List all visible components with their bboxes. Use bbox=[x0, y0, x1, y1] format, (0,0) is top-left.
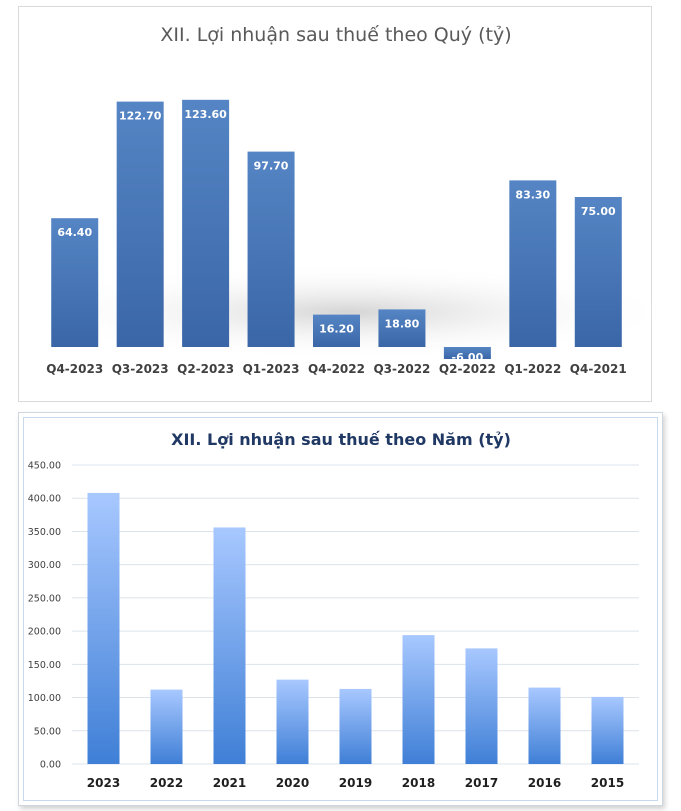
quarter-bar bbox=[574, 197, 622, 347]
y-tick-label: 0.00 bbox=[40, 760, 61, 771]
quarter-category-label: Q4-2022 bbox=[308, 362, 365, 376]
quarter-bar bbox=[116, 101, 164, 347]
y-tick-label: 150.00 bbox=[28, 660, 61, 671]
y-tick-label: 350.00 bbox=[28, 527, 61, 538]
year-bar bbox=[276, 679, 309, 764]
quarter-value-label: 123.60 bbox=[184, 108, 227, 121]
year-category-label: 2015 bbox=[591, 776, 624, 790]
y-tick-label: 50.00 bbox=[34, 726, 61, 737]
quarter-category-label: Q1-2023 bbox=[243, 362, 300, 376]
quarterly-chart-title: XII. Lợi nhuận sau thuế theo Quý (tỷ) bbox=[160, 24, 511, 46]
y-tick-label: 250.00 bbox=[28, 593, 61, 604]
yearly-chart-panel: XII. Lợi nhuận sau thuế theo Năm (tỷ) 0.… bbox=[18, 412, 663, 806]
year-category-label: 2016 bbox=[528, 776, 561, 790]
quarter-value-label: 75.00 bbox=[581, 205, 616, 218]
quarter-bar bbox=[443, 347, 491, 359]
quarter-value-label: 122.70 bbox=[119, 110, 162, 123]
year-bar bbox=[339, 688, 372, 764]
quarter-bar bbox=[247, 151, 295, 347]
quarter-category-label: Q1-2022 bbox=[504, 362, 561, 376]
year-bar bbox=[528, 687, 561, 764]
quarter-category-label: Q2-2023 bbox=[177, 362, 234, 376]
quarter-category-label: Q4-2023 bbox=[46, 362, 103, 376]
year-category-label: 2018 bbox=[402, 776, 435, 790]
quarter-bar bbox=[182, 99, 230, 347]
year-category-label: 2022 bbox=[150, 776, 183, 790]
y-tick-label: 200.00 bbox=[28, 627, 61, 638]
quarter-value-label: 97.70 bbox=[254, 160, 289, 173]
quarter-bar bbox=[509, 180, 557, 347]
yearly-chart-frame bbox=[23, 417, 658, 801]
quarter-category-label: Q3-2022 bbox=[373, 362, 430, 376]
yearly-profit-chart: XII. Lợi nhuận sau thuế theo Năm (tỷ) 0.… bbox=[28, 430, 639, 790]
quarter-bar bbox=[313, 314, 360, 347]
quarter-value-label: -6.00 bbox=[452, 351, 484, 364]
quarter-value-label: 16.20 bbox=[319, 323, 354, 336]
year-category-label: 2019 bbox=[339, 776, 372, 790]
y-tick-label: 450.00 bbox=[28, 461, 61, 472]
year-bar bbox=[150, 689, 183, 764]
year-bar bbox=[402, 635, 435, 764]
quarter-value-label: 64.40 bbox=[57, 226, 92, 239]
year-bar bbox=[591, 696, 624, 764]
quarter-bar bbox=[51, 218, 99, 347]
quarter-value-label: 18.80 bbox=[385, 317, 420, 330]
year-bar bbox=[87, 492, 120, 764]
y-tick-label: 400.00 bbox=[28, 494, 61, 505]
quarter-value-label: 83.30 bbox=[515, 188, 550, 201]
yearly-chart-title: XII. Lợi nhuận sau thuế theo Năm (tỷ) bbox=[171, 430, 511, 449]
quarter-category-label: Q4-2021 bbox=[570, 362, 627, 376]
quarter-category-label: Q2-2022 bbox=[439, 362, 496, 376]
quarter-bar bbox=[378, 309, 426, 347]
y-tick-label: 100.00 bbox=[28, 693, 61, 704]
quarterly-profit-chart: XII. Lợi nhuận sau thuế theo Quý (tỷ) 64… bbox=[19, 24, 653, 376]
year-category-label: 2021 bbox=[213, 776, 246, 790]
year-category-label: 2023 bbox=[87, 776, 120, 790]
quarter-category-label: Q3-2023 bbox=[112, 362, 169, 376]
year-category-label: 2020 bbox=[276, 776, 309, 790]
quarterly-chart-panel: XII. Lợi nhuận sau thuế theo Quý (tỷ) 64… bbox=[18, 6, 653, 402]
year-bar bbox=[213, 527, 246, 764]
year-bar bbox=[465, 648, 498, 764]
year-category-label: 2017 bbox=[465, 776, 498, 790]
y-tick-label: 300.00 bbox=[28, 560, 61, 571]
